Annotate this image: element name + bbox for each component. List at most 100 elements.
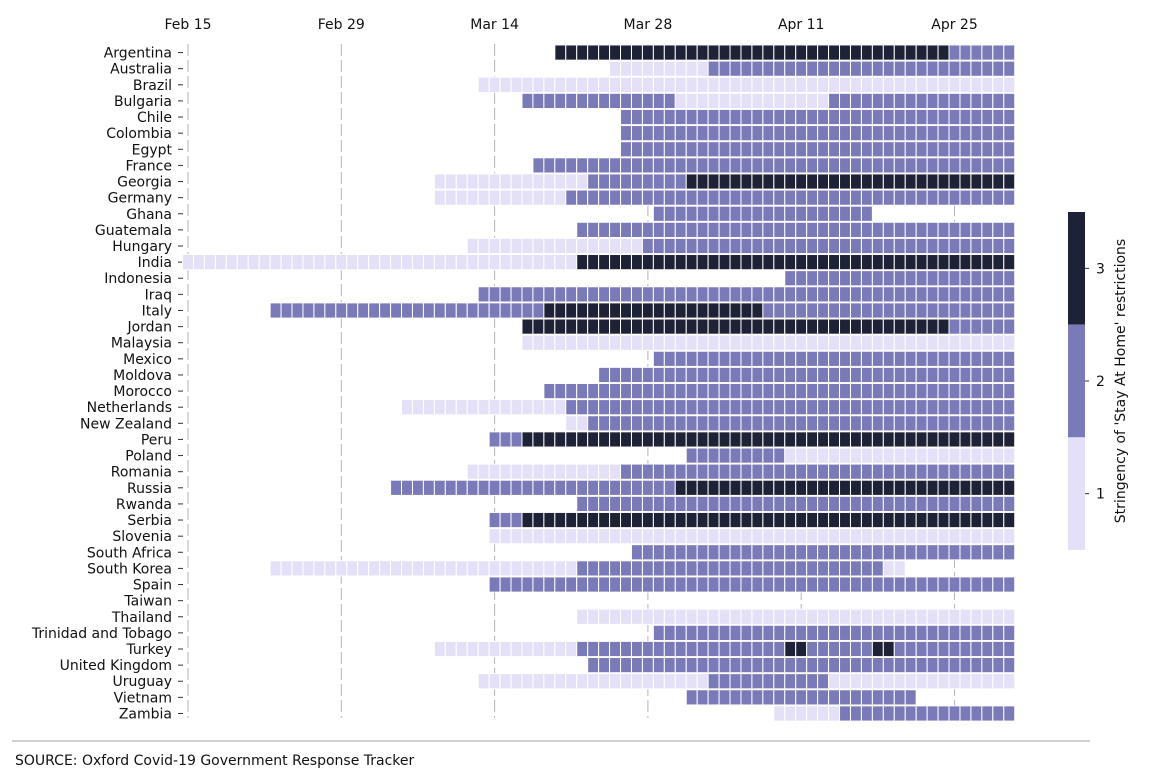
heatmap-cell xyxy=(269,302,282,319)
heatmap-cell xyxy=(839,431,851,448)
heatmap-cell xyxy=(839,286,851,303)
heatmap-cell xyxy=(630,544,643,561)
heatmap-cell xyxy=(959,254,972,271)
heatmap-cell xyxy=(696,189,709,206)
heatmap-cell xyxy=(674,415,687,432)
heatmap-cell xyxy=(346,302,359,319)
colorbar-segment xyxy=(1068,324,1085,438)
heatmap-cell xyxy=(696,141,709,158)
heatmap-cell xyxy=(773,108,786,126)
heatmap-cell xyxy=(959,382,972,400)
heatmap-cell xyxy=(904,76,917,93)
heatmap-cell xyxy=(587,221,600,238)
heatmap-cell xyxy=(576,92,589,110)
heatmap-cell xyxy=(543,640,556,658)
heatmap-cell xyxy=(981,382,994,400)
colorbar: 123 Stringency of 'Stay At Home' restrict… xyxy=(1068,212,1129,550)
heatmap-cell xyxy=(444,302,457,319)
heatmap-cell xyxy=(817,173,830,190)
heatmap-cell xyxy=(729,528,742,545)
heatmap-cell xyxy=(981,528,994,545)
heatmap-cell xyxy=(751,495,764,513)
heatmap-cell xyxy=(455,302,468,319)
heatmap-cell xyxy=(718,157,731,174)
heatmap-cell xyxy=(981,318,994,335)
heatmap-cell xyxy=(696,382,709,400)
heatmap-cell xyxy=(915,657,928,674)
heatmap-cell xyxy=(641,189,654,206)
heatmap-cell xyxy=(948,60,961,77)
heatmap-cell xyxy=(433,479,446,496)
heatmap-cell xyxy=(970,608,983,625)
heatmap-cell xyxy=(1003,382,1016,400)
heatmap-cell xyxy=(839,205,851,222)
heatmap-cell xyxy=(1003,254,1016,271)
heatmap-cell xyxy=(1003,286,1016,303)
heatmap-cell xyxy=(740,657,753,674)
heatmap-cell xyxy=(641,528,654,545)
heatmap-cell xyxy=(937,141,950,158)
heatmap-cell xyxy=(1003,544,1016,561)
heatmap-cell xyxy=(291,254,304,271)
heatmap-cell xyxy=(740,108,753,126)
heatmap-cell xyxy=(882,511,895,529)
heatmap-cell xyxy=(444,189,457,206)
x-tick-label: Apr 11 xyxy=(778,17,824,33)
heatmap-cell xyxy=(992,44,1005,61)
heatmap-cell xyxy=(576,157,589,174)
heatmap-cell xyxy=(521,237,534,255)
heatmap-cell xyxy=(959,237,972,255)
heatmap-cell xyxy=(992,157,1005,174)
heatmap-cell xyxy=(849,237,862,255)
row-label: France xyxy=(125,158,172,174)
heatmap-cell xyxy=(1003,608,1016,625)
heatmap-cell xyxy=(937,125,950,142)
heatmap-cell xyxy=(860,415,873,432)
heatmap-cell xyxy=(641,560,654,577)
heatmap-cell xyxy=(915,221,928,238)
heatmap-cell xyxy=(488,302,501,319)
heatmap-cell xyxy=(390,254,403,271)
heatmap-cell xyxy=(685,382,698,400)
heatmap-cell xyxy=(773,205,786,222)
heatmap-cell xyxy=(893,108,906,126)
heatmap-cell xyxy=(849,334,862,351)
heatmap-cell xyxy=(981,173,994,190)
heatmap-cell xyxy=(970,125,983,142)
heatmap-cell xyxy=(926,657,939,674)
heatmap-cell xyxy=(751,302,764,319)
heatmap-cell xyxy=(937,157,950,174)
heatmap-cell xyxy=(630,608,643,625)
heatmap-cell xyxy=(904,608,917,625)
heatmap-cell xyxy=(893,528,906,545)
heatmap-cell xyxy=(543,157,556,174)
heatmap-cell xyxy=(970,640,983,658)
heatmap-cell xyxy=(817,673,830,690)
heatmap-cell xyxy=(740,350,753,367)
heatmap-cell xyxy=(784,576,797,593)
heatmap-cell xyxy=(937,544,950,561)
heatmap-cell xyxy=(674,221,687,238)
heatmap-cell xyxy=(576,302,589,319)
heatmap-cell xyxy=(893,92,906,110)
heatmap-cell xyxy=(729,640,742,658)
heatmap-cell xyxy=(784,334,797,351)
heatmap-cell xyxy=(871,447,884,464)
heatmap-cell xyxy=(652,673,665,690)
heatmap-cell xyxy=(860,237,873,255)
heatmap-cell xyxy=(609,76,622,93)
heatmap-cell xyxy=(817,270,830,287)
heatmap-cell xyxy=(707,302,720,319)
heatmap-cell xyxy=(663,495,676,513)
heatmap-cell xyxy=(904,399,917,416)
heatmap-cell xyxy=(488,463,501,480)
x-tick-label: Apr 25 xyxy=(931,17,977,33)
heatmap-cell xyxy=(685,44,698,61)
heatmap-cell xyxy=(893,673,906,690)
heatmap-cell xyxy=(488,560,501,577)
heatmap-cell xyxy=(521,576,534,593)
heatmap-cell xyxy=(882,560,895,577)
heatmap-cell xyxy=(488,254,501,271)
heatmap-cell xyxy=(641,334,654,351)
heatmap-cell xyxy=(828,76,841,93)
